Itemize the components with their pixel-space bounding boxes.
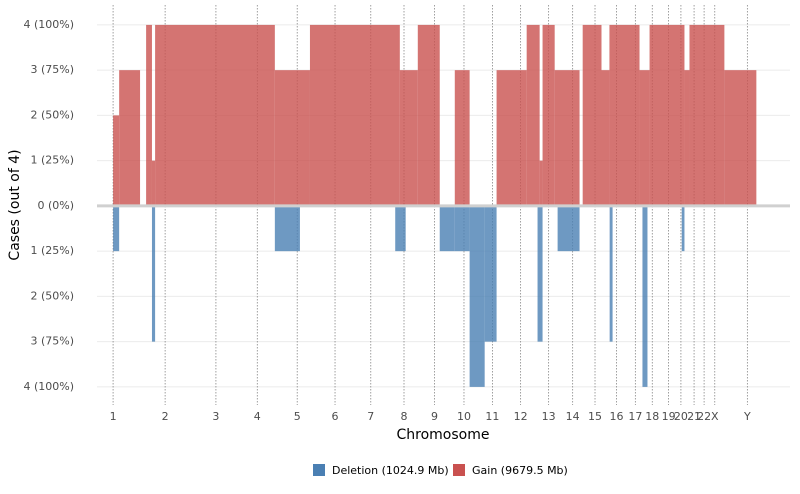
- x-tick-label: 18: [645, 410, 659, 423]
- legend-swatch: [453, 464, 465, 476]
- segment-bar: [417, 24, 440, 206]
- x-tick-label: 17: [628, 410, 642, 423]
- segment-bar: [439, 205, 455, 252]
- x-tick-label: 10: [457, 410, 471, 423]
- y-tick-label: 1 (25%): [30, 244, 74, 257]
- x-tick-label: 15: [588, 410, 602, 423]
- segment-bar: [155, 24, 275, 206]
- x-tick-label: 22: [697, 410, 711, 423]
- segment-bar: [684, 70, 690, 206]
- segment-bar: [496, 70, 527, 206]
- segment-bar: [274, 70, 310, 206]
- segment-bar: [484, 205, 497, 342]
- segment-bar: [151, 205, 156, 342]
- y-tick-label: 0 (0%): [37, 199, 74, 212]
- segment-bar: [395, 205, 406, 252]
- segment-bar: [146, 24, 152, 206]
- segment-bar: [681, 205, 685, 252]
- legend-swatch: [313, 464, 325, 476]
- segment-bar: [639, 70, 650, 206]
- segment-bar: [309, 24, 400, 206]
- x-axis-title: Chromosome: [397, 427, 490, 443]
- x-tick-label: 12: [514, 410, 528, 423]
- segment-bar: [526, 24, 540, 206]
- x-tick-label: 5: [294, 410, 301, 423]
- segment-bar: [582, 24, 602, 206]
- segment-bar: [113, 115, 120, 206]
- segment-bar: [649, 24, 685, 206]
- segment-bar: [609, 24, 640, 206]
- x-tick-label: 16: [610, 410, 624, 423]
- y-axis-title: Cases (out of 4): [7, 149, 23, 260]
- x-tick-label: 13: [542, 410, 556, 423]
- x-tick-label: 14: [566, 410, 580, 423]
- y-tick-label: 3 (75%): [30, 63, 74, 76]
- segment-bar: [151, 160, 156, 206]
- segment-bar: [454, 205, 470, 252]
- y-tick-label: 2 (50%): [30, 108, 74, 121]
- x-tick-label: 2: [162, 410, 169, 423]
- segment-bar: [469, 205, 485, 387]
- segment-bar: [601, 70, 610, 206]
- segment-bar: [542, 24, 555, 206]
- segment-bar: [113, 205, 120, 252]
- x-tick-label: 8: [401, 410, 408, 423]
- segment-bar: [724, 70, 757, 206]
- segment-bar: [554, 70, 580, 206]
- plot-area: [97, 5, 790, 405]
- legend-label: Gain (9679.5 Mb): [472, 464, 568, 477]
- x-tick-label: 1: [110, 410, 117, 423]
- segment-bar: [274, 205, 300, 252]
- x-tick-label: Y: [743, 410, 751, 423]
- x-tick-label: 3: [212, 410, 219, 423]
- x-tick-label: 20: [674, 410, 688, 423]
- segment-bar: [609, 205, 613, 342]
- x-tick-label: 21: [687, 410, 701, 423]
- legend-label: Deletion (1024.9 Mb): [332, 464, 449, 477]
- x-tick-label: 7: [367, 410, 374, 423]
- segment-bar: [689, 24, 725, 206]
- segment-bar: [539, 160, 543, 206]
- x-tick-label: X: [711, 410, 719, 423]
- segment-bar: [454, 70, 470, 206]
- x-tick-label: 4: [254, 410, 261, 423]
- segment-bar: [119, 70, 141, 206]
- x-tick-label: 9: [431, 410, 438, 423]
- segment-bar: [399, 70, 418, 206]
- x-tick-label: 19: [662, 410, 676, 423]
- x-tick-label: 11: [485, 410, 499, 423]
- y-tick-label: 4 (100%): [23, 18, 74, 31]
- segment-bar: [642, 205, 648, 387]
- segment-bar: [537, 205, 543, 342]
- y-tick-label: 3 (75%): [30, 335, 74, 348]
- y-tick-label: 4 (100%): [23, 380, 74, 393]
- segment-bar: [557, 205, 580, 252]
- y-tick-label: 2 (50%): [30, 289, 74, 302]
- y-tick-label: 1 (25%): [30, 154, 74, 167]
- x-tick-label: 6: [332, 410, 339, 423]
